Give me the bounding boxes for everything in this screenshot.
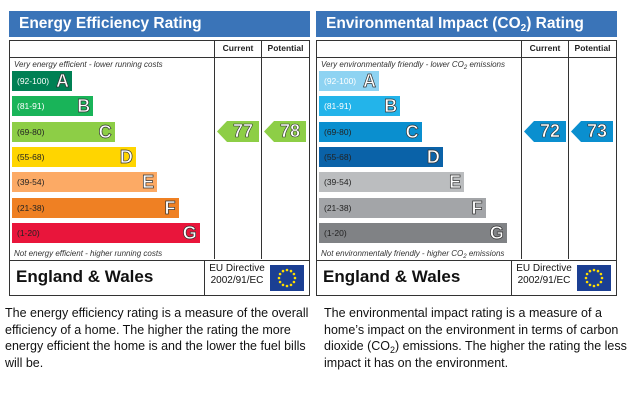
region-label: England & Wales [16, 267, 154, 286]
band-letter: A [56, 71, 70, 92]
current-rating-value: 77 [232, 121, 254, 142]
rating-table: Current Potential Very environmentally f… [316, 40, 617, 296]
band-letter: D [426, 146, 441, 168]
band-range-label: (92-100) [324, 76, 357, 86]
band-range-label: (92-100) [17, 76, 50, 86]
eu-directive-label: EU Directive 2002/91/EC [516, 263, 572, 286]
band-letter: B [384, 96, 398, 117]
band-letter: C [405, 121, 419, 142]
energy-efficiency-panel: Energy Efficiency Rating Current Potenti… [9, 11, 310, 296]
current-rating-arrow: 72 [524, 121, 566, 143]
band-c: (69-80) C [319, 121, 422, 142]
band-range-label: (55-68) [17, 151, 45, 162]
eu-flag-icon [270, 265, 304, 291]
potential-column-header: Potential [267, 43, 304, 53]
energy-description: The energy efficiency rating is a measur… [5, 306, 309, 370]
band-letter: E [142, 172, 155, 193]
band-range-label: (39-54) [324, 177, 352, 188]
band-letter: F [164, 197, 176, 218]
current-rating-value: 72 [539, 121, 561, 142]
band-letter: C [98, 121, 112, 142]
band-letter: B [77, 96, 91, 117]
band-f: (21-38) F [12, 197, 179, 218]
band-d: (55-68) D [12, 147, 136, 167]
band-g: (1-20) G [319, 222, 507, 243]
eu-flag-icon [577, 265, 611, 291]
current-column-header: Current [222, 43, 254, 53]
potential-rating-arrow: 78 [264, 121, 306, 143]
bottom-note: Not environmentally friendly - higher CO… [321, 249, 505, 260]
band-letter: D [119, 146, 134, 168]
band-range-label: (55-68) [324, 151, 352, 162]
panel-title: Environmental Impact (CO2) Rating [316, 11, 617, 37]
band-b: (81-91) B [12, 96, 94, 117]
current-rating-arrow: 77 [217, 121, 259, 143]
potential-rating-arrow: 73 [571, 121, 613, 143]
band-b: (81-91) B [319, 96, 401, 117]
bottom-note: Not energy efficient - higher running co… [14, 249, 163, 258]
band-d: (55-68) D [319, 147, 443, 167]
top-note: Very environmentally friendly - lower CO… [321, 60, 506, 71]
band-e: (39-54) E [12, 172, 158, 193]
band-range-label: (21-38) [324, 202, 352, 213]
band-range-label: (81-91) [17, 101, 45, 112]
band-a: (92-100) A [319, 71, 379, 91]
panel-title: Energy Efficiency Rating [9, 11, 310, 37]
band-letter: G [182, 222, 197, 243]
band-range-label: (39-54) [17, 177, 45, 188]
potential-rating-value: 78 [279, 121, 301, 142]
band-range-label: (69-80) [324, 126, 352, 137]
region-label: England & Wales [323, 267, 461, 286]
top-note: Very energy efficient - lower running co… [14, 60, 163, 69]
band-e: (39-54) E [319, 172, 465, 193]
band-letter: G [489, 222, 504, 243]
potential-column-header: Potential [574, 43, 611, 53]
band-f: (21-38) F [319, 197, 486, 218]
band-a: (92-100) A [12, 71, 72, 91]
band-range-label: (21-38) [17, 202, 45, 213]
band-range-label: (69-80) [17, 126, 45, 137]
rating-table: Current Potential Very energy efficient … [9, 40, 310, 296]
band-g: (1-20) G [12, 222, 200, 243]
current-column-header: Current [529, 43, 561, 53]
band-letter: E [449, 172, 462, 193]
band-range-label: (1-20) [17, 227, 40, 238]
environment-description: The environmental impact rating is a mea… [324, 306, 627, 370]
environmental-impact-panel: Environmental Impact (CO2) Rating Curren… [316, 11, 617, 296]
band-c: (69-80) C [12, 121, 115, 142]
potential-rating-value: 73 [586, 121, 608, 142]
eu-directive-label: EU Directive 2002/91/EC [209, 263, 265, 286]
band-range-label: (81-91) [324, 101, 352, 112]
band-range-label: (1-20) [324, 227, 347, 238]
band-letter: A [363, 71, 377, 92]
band-letter: F [471, 197, 483, 218]
